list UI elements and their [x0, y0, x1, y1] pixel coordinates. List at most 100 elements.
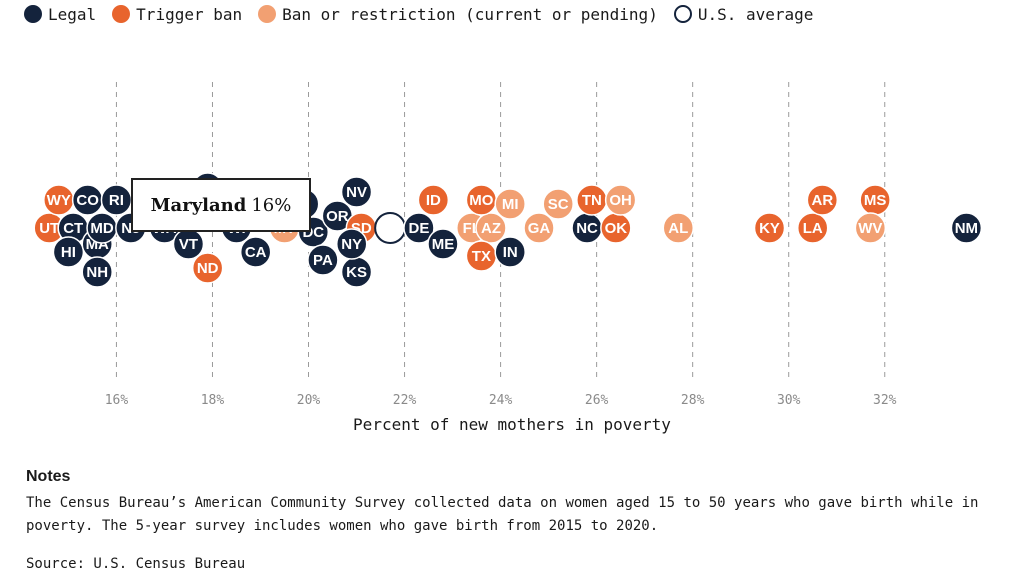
point-ri[interactable]: RI [100, 184, 133, 216]
point-me[interactable]: ME [427, 228, 459, 260]
point-in[interactable]: IN [494, 236, 526, 268]
point-label-la: LA [803, 220, 823, 237]
point-marker-la [796, 212, 829, 244]
point-label-ny: NY [341, 236, 362, 253]
point-pa[interactable]: PA [307, 244, 339, 276]
point-label-sc: SC [548, 196, 569, 213]
legend-swatch-trigger [112, 5, 131, 23]
point-label-ca: CA [245, 244, 267, 261]
source-text: Source: U.S. Census Bureau [26, 556, 246, 572]
point-ar[interactable]: AR [806, 184, 839, 216]
point-marker-ga [523, 212, 555, 244]
point-label-tn: TN [582, 192, 602, 209]
point-label-pa: PA [313, 252, 333, 269]
point-label-wv: WV [858, 220, 882, 237]
x-axis-label: Percent of new mothers in poverty [353, 415, 671, 434]
point-al[interactable]: AL [662, 212, 695, 244]
legend: Legal Trigger ban Ban or restriction (curr… [24, 2, 829, 26]
point-label-nc: NC [576, 220, 598, 237]
point-marker-id [417, 184, 450, 216]
point-hi[interactable]: HI [52, 236, 85, 268]
tooltip-state: Maryland [150, 194, 247, 216]
tick-label-22: 22% [393, 393, 417, 408]
point-ca[interactable]: CA [239, 236, 272, 268]
point-ks[interactable]: KS [340, 256, 373, 288]
point-de[interactable]: DE [403, 212, 435, 244]
notes-section: Notes The Census Bureau’s American Commu… [26, 468, 1006, 538]
point-md[interactable]: MD [86, 212, 118, 244]
point-az[interactable]: AZ [475, 212, 507, 244]
legend-swatch-restriction [258, 5, 277, 23]
point-marker-de [403, 212, 435, 244]
point-label-wy: WY [47, 192, 71, 209]
point-label-ms: MS [864, 192, 887, 209]
point-label-oh: OH [609, 192, 632, 209]
point-nc[interactable]: NC [571, 212, 603, 244]
point-label-ga: GA [528, 220, 551, 237]
point-label-mi: MI [502, 196, 519, 213]
point-marker-nh [81, 256, 113, 288]
point-nh[interactable]: NH [81, 256, 113, 288]
legend-label-legal: Legal [48, 4, 97, 24]
tick-label-28: 28% [681, 393, 705, 408]
point-label-nd: ND [197, 260, 219, 277]
point-marker-ar [806, 184, 839, 216]
legend-label-restriction: Ban or restriction (current or pending) [282, 4, 658, 24]
point-oh[interactable]: OH [604, 184, 637, 216]
legend-item-us: U.S. average [673, 4, 814, 24]
point-la[interactable]: LA [796, 212, 829, 244]
point-marker-in [494, 236, 526, 268]
point-nm[interactable]: NM [950, 212, 983, 244]
point-mo[interactable]: MO [465, 184, 498, 216]
point-marker-ny [335, 228, 368, 260]
point-marker-az [475, 212, 507, 244]
tick-label-18: 18% [201, 393, 225, 408]
point-label-nv: NV [346, 184, 367, 201]
point-label-ky: KY [759, 220, 780, 237]
point-label-ok: OK [605, 220, 628, 237]
point-ok[interactable]: OK [600, 212, 632, 244]
point-co[interactable]: CO [71, 184, 104, 216]
point-ut[interactable]: UT [33, 212, 65, 244]
point-id[interactable]: ID [417, 184, 450, 216]
point-marker-ca [239, 236, 272, 268]
point-or[interactable]: OR [321, 200, 354, 232]
tick-label-32: 32% [873, 393, 897, 408]
point-ms[interactable]: MS [859, 184, 891, 216]
point-label-ct: CT [63, 220, 83, 237]
point-marker-nd [191, 252, 224, 284]
legend-label-trigger: Trigger ban [136, 4, 243, 24]
point-label-in: IN [503, 244, 518, 261]
point-marker-al [662, 212, 695, 244]
point-ny[interactable]: NY [335, 228, 368, 260]
point-vt[interactable]: VT [172, 228, 205, 260]
point-label-or: OR [326, 208, 349, 225]
point-label-ar: AR [811, 192, 833, 209]
point-marker-nv [340, 176, 373, 208]
point-marker-sc [542, 188, 574, 220]
point-ky[interactable]: KY [753, 212, 786, 244]
tooltip: Maryland 16% [131, 178, 311, 232]
tick-label-26: 26% [585, 393, 609, 408]
point-label-ks: KS [346, 264, 367, 281]
point-tn[interactable]: TN [576, 184, 608, 216]
point-wv[interactable]: WV [854, 212, 887, 244]
point-us[interactable]: US [374, 212, 407, 244]
point-marker-me [427, 228, 459, 260]
point-label-tx: TX [472, 248, 491, 265]
legend-swatch-us [673, 5, 692, 23]
legend-item-restriction: Ban or restriction (current or pending) [258, 5, 658, 24]
tick-label-20: 20% [297, 393, 321, 408]
notes-text: The Census Bureau’s American Community S… [26, 495, 979, 534]
point-wy[interactable]: WY [43, 184, 75, 216]
point-mi[interactable]: MI [494, 188, 526, 220]
point-nd[interactable]: ND [191, 252, 224, 284]
point-ga[interactable]: GA [523, 212, 555, 244]
legend-label-us: U.S. average [697, 4, 814, 24]
point-label-az: AZ [481, 220, 501, 237]
point-label-de: DE [409, 220, 430, 237]
point-sc[interactable]: SC [542, 188, 574, 220]
point-nv[interactable]: NV [340, 176, 373, 208]
point-label-hi: HI [61, 244, 76, 261]
point-tx[interactable]: TX [465, 240, 498, 272]
